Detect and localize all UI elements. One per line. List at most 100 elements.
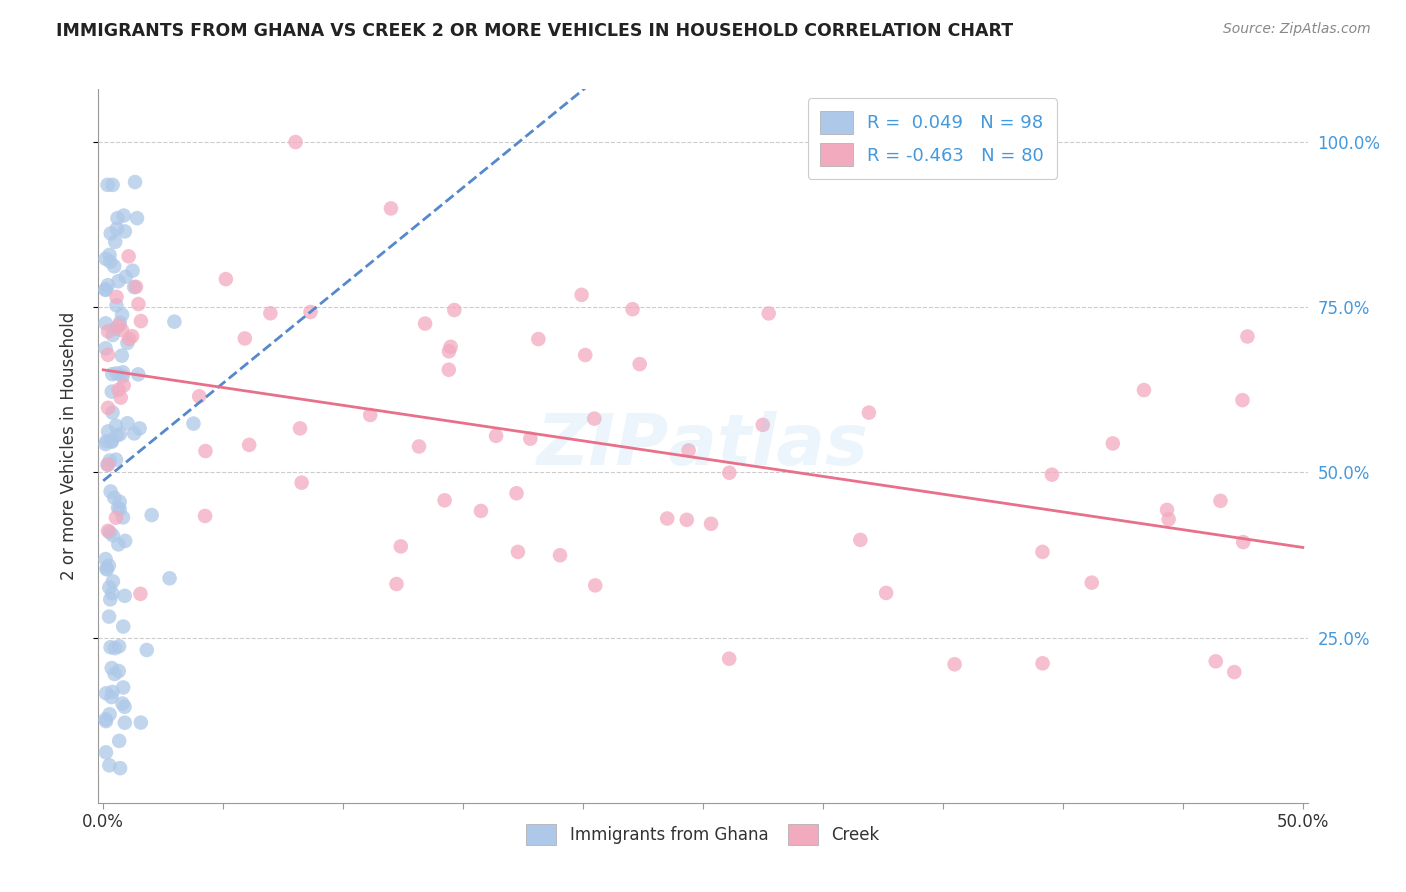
Point <box>111 369 134 384</box>
Point <box>94 316 117 330</box>
Point <box>111 349 134 363</box>
Point <box>107 537 129 551</box>
Point <box>675 513 697 527</box>
Point <box>94 252 117 266</box>
Point <box>183 417 205 431</box>
Point <box>105 367 128 381</box>
Point <box>124 175 146 189</box>
Point <box>1101 436 1123 450</box>
Point <box>1232 535 1254 549</box>
Point <box>98 758 121 772</box>
Point <box>163 315 186 329</box>
Point <box>97 458 120 472</box>
Point <box>194 508 217 523</box>
Point <box>1223 665 1246 679</box>
Point <box>122 280 145 294</box>
Point <box>104 235 127 249</box>
Point <box>101 586 124 600</box>
Point <box>108 316 131 330</box>
Point <box>107 211 129 226</box>
Y-axis label: 2 or more Vehicles in Household: 2 or more Vehicles in Household <box>59 312 77 580</box>
Point <box>111 365 134 379</box>
Point <box>128 421 150 435</box>
Point <box>94 686 117 700</box>
Point <box>122 426 145 441</box>
Point <box>101 685 124 699</box>
Point <box>94 552 117 566</box>
Point <box>657 511 679 525</box>
Point <box>215 272 238 286</box>
Point <box>101 574 124 589</box>
Point <box>117 335 139 350</box>
Point <box>141 508 163 522</box>
Point <box>129 715 152 730</box>
Point <box>100 690 122 704</box>
Point <box>101 328 124 343</box>
Point <box>112 378 135 392</box>
Point <box>238 438 260 452</box>
Point <box>103 260 125 274</box>
Point <box>849 533 872 547</box>
Point <box>105 428 128 442</box>
Point <box>574 348 596 362</box>
Point <box>299 305 322 319</box>
Point <box>117 417 139 431</box>
Point <box>389 540 412 554</box>
Point <box>628 357 651 371</box>
Point <box>111 308 134 322</box>
Point <box>470 504 492 518</box>
Point <box>291 475 314 490</box>
Point <box>1031 545 1053 559</box>
Point <box>288 421 311 435</box>
Point <box>94 437 117 451</box>
Point <box>117 249 139 263</box>
Point <box>108 495 131 509</box>
Point <box>100 484 122 499</box>
Point <box>433 493 456 508</box>
Point <box>97 278 120 293</box>
Point <box>758 306 780 320</box>
Point <box>583 578 606 592</box>
Point <box>678 443 700 458</box>
Point <box>98 248 121 262</box>
Point <box>752 417 775 432</box>
Point <box>97 325 120 339</box>
Point <box>107 383 129 397</box>
Point <box>101 405 124 419</box>
Point <box>437 363 460 377</box>
Point <box>159 571 181 585</box>
Point <box>96 562 118 576</box>
Point <box>94 282 117 296</box>
Point <box>108 318 131 333</box>
Point <box>718 466 741 480</box>
Point <box>519 432 541 446</box>
Point <box>111 323 134 337</box>
Point <box>875 586 897 600</box>
Point <box>385 577 408 591</box>
Point <box>96 561 118 575</box>
Point <box>129 314 152 328</box>
Point <box>548 548 571 562</box>
Point <box>94 745 117 759</box>
Point <box>700 516 723 531</box>
Point <box>104 667 127 681</box>
Point <box>97 348 120 362</box>
Point <box>408 440 430 454</box>
Point <box>97 401 120 415</box>
Text: IMMIGRANTS FROM GHANA VS CREEK 2 OR MORE VEHICLES IN HOUSEHOLD CORRELATION CHART: IMMIGRANTS FROM GHANA VS CREEK 2 OR MORE… <box>56 22 1014 40</box>
Point <box>114 699 136 714</box>
Point <box>1031 657 1053 671</box>
Point <box>97 178 120 192</box>
Point <box>105 221 128 235</box>
Point <box>108 502 131 516</box>
Point <box>96 458 118 472</box>
Point <box>114 715 136 730</box>
Point <box>284 135 307 149</box>
Point <box>98 525 121 540</box>
Point <box>118 332 141 346</box>
Point <box>112 681 135 695</box>
Text: ZIP​atlas: ZIP​atlas <box>537 411 869 481</box>
Legend: Immigrants from Ghana, Creek: Immigrants from Ghana, Creek <box>516 814 890 855</box>
Point <box>100 434 122 449</box>
Point <box>135 643 157 657</box>
